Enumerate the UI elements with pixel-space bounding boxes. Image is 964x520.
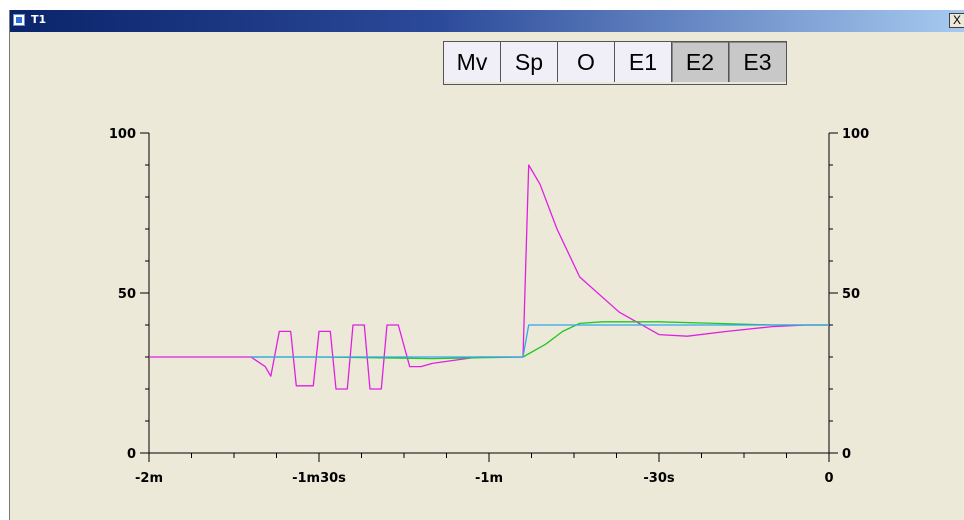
- window-title: T1: [31, 13, 47, 26]
- x-tick-label: -2m: [135, 471, 163, 486]
- y-tick-label-right: 0: [842, 447, 851, 462]
- series-line-1: [149, 164, 829, 390]
- series-group: [149, 164, 829, 390]
- toolbar-button-e2[interactable]: E2: [672, 42, 729, 82]
- toolbar-button-sp[interactable]: Sp: [501, 42, 558, 82]
- chart-window: T1 X Mv Sp O E1 E2 E3: [9, 10, 964, 520]
- toolbar-button-o[interactable]: O: [558, 42, 615, 82]
- y-tick-label-right: 100: [842, 127, 869, 142]
- app-icon: [13, 14, 25, 26]
- y-tick-label-left: 50: [118, 287, 136, 302]
- series-toolbar: Mv Sp O E1 E2 E3: [443, 41, 787, 85]
- title-bar[interactable]: T1 X: [10, 10, 964, 32]
- toolbar-button-e1[interactable]: E1: [615, 42, 672, 82]
- x-tick-label: -30s: [643, 471, 674, 486]
- axes: [140, 132, 838, 462]
- toolbar-button-mv[interactable]: Mv: [444, 42, 501, 82]
- y-tick-label-right: 50: [842, 287, 860, 302]
- x-tick-label: -1m: [475, 471, 503, 486]
- x-tick-label: 0: [824, 471, 833, 486]
- series-line-3: [251, 324, 829, 358]
- y-tick-label-left: 0: [127, 447, 136, 462]
- y-tick-label-left: 100: [109, 127, 136, 142]
- toolbar-button-e3[interactable]: E3: [729, 42, 786, 82]
- close-button[interactable]: X: [949, 13, 964, 28]
- series-line-2: [251, 321, 829, 360]
- x-tick-label: -1m30s: [292, 471, 346, 486]
